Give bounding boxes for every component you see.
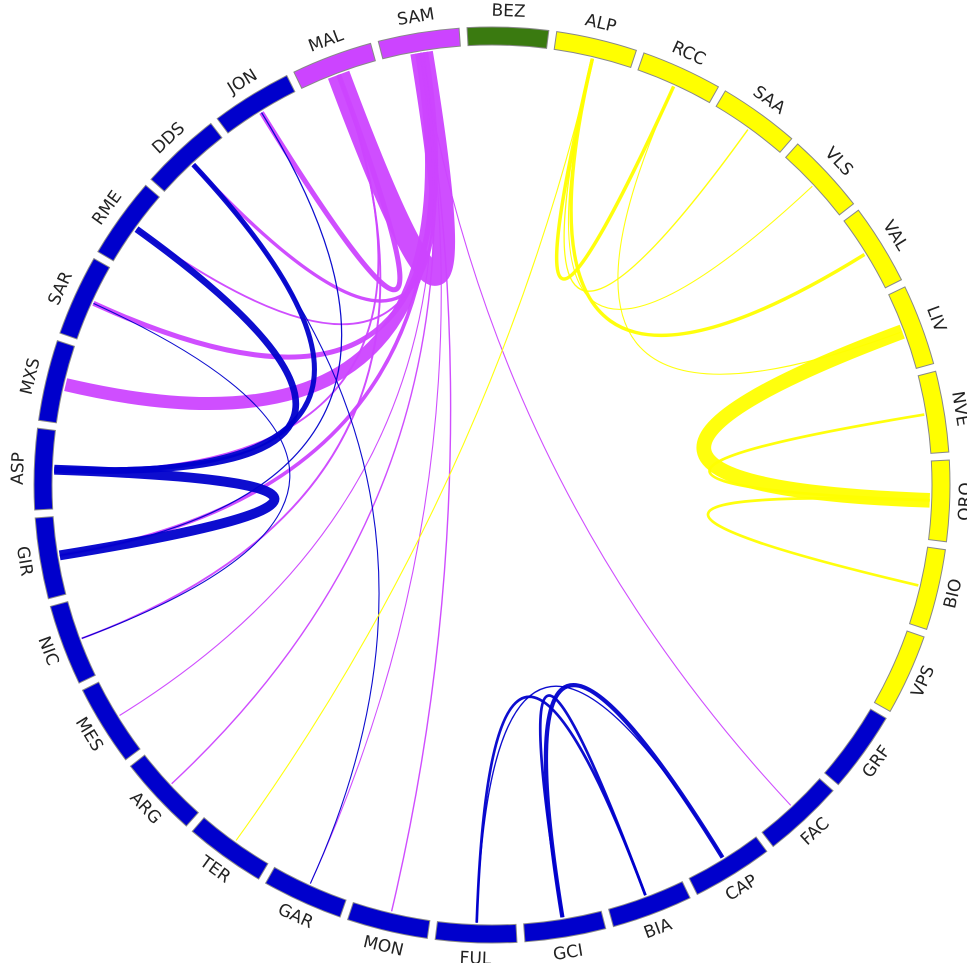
node-arc [216,74,296,134]
node-label: ASP [8,452,29,485]
node-arc [346,901,431,939]
node-arc [715,90,793,154]
chord-link [617,86,903,375]
node-arc [553,31,638,69]
node-arc [637,52,720,104]
node-arc [59,257,111,340]
chord-link [81,74,382,640]
node-arc [873,630,925,713]
chord-link [563,58,749,292]
node-label: BEZ [491,1,526,22]
chord-link [192,52,437,303]
chord-link [708,413,930,502]
chord-link [54,464,280,561]
node-arc [608,881,691,928]
chord-link [538,694,647,918]
node-arc [33,427,56,511]
chord-link [192,164,380,884]
node-arc [843,209,903,289]
node-label: MON [361,932,405,961]
node-label: FUL [459,948,492,963]
node-label: NVE [947,390,967,428]
node-arc [434,921,518,944]
node-label: GCI [552,941,585,963]
node-arc [191,816,269,880]
node-arc [928,459,951,543]
node-arc [917,370,950,454]
chord-link [135,52,435,326]
node-arc [377,27,461,60]
node-arc [784,143,855,216]
node-arc [466,26,550,49]
node-arc [264,866,347,918]
node-label: BIO [940,577,966,611]
chord-link [81,302,291,639]
chord-link [569,58,866,337]
node-arc [888,286,935,369]
chord-link [59,52,434,558]
node-arc [49,601,96,684]
node-arc [129,754,200,827]
node-arc [523,910,607,943]
node-label: GIR [12,545,37,578]
node-arc [823,708,887,786]
chord-link [476,685,724,923]
node-arc [761,777,834,848]
node-arc [38,339,76,424]
node-arc [97,184,161,262]
node-label: NIC [33,634,62,669]
node-label: LIV [922,303,950,335]
chord-link [235,58,593,841]
node-label: MAL [306,25,347,56]
chord-link [567,58,813,310]
chord-link [706,496,930,587]
node-label: ALP [583,10,618,37]
node-arc [908,546,946,631]
node-arc [150,122,223,193]
chord-link [259,73,403,293]
node-arc [34,516,67,600]
node-label: SAM [396,4,436,30]
chord-link [421,52,792,806]
links [54,50,930,923]
chord-link [554,58,676,281]
chord-link [475,695,647,923]
chord-link [696,324,930,508]
node-arc [293,42,376,89]
chord-link [309,52,442,884]
chord-link [59,112,343,557]
chord-link [543,682,725,918]
node-arc [688,836,768,896]
node-label: ORO [955,482,967,521]
node-label: BIA [641,915,675,944]
node-arc [81,681,141,761]
chord-link [390,52,452,912]
node-label: MXS [17,356,45,397]
